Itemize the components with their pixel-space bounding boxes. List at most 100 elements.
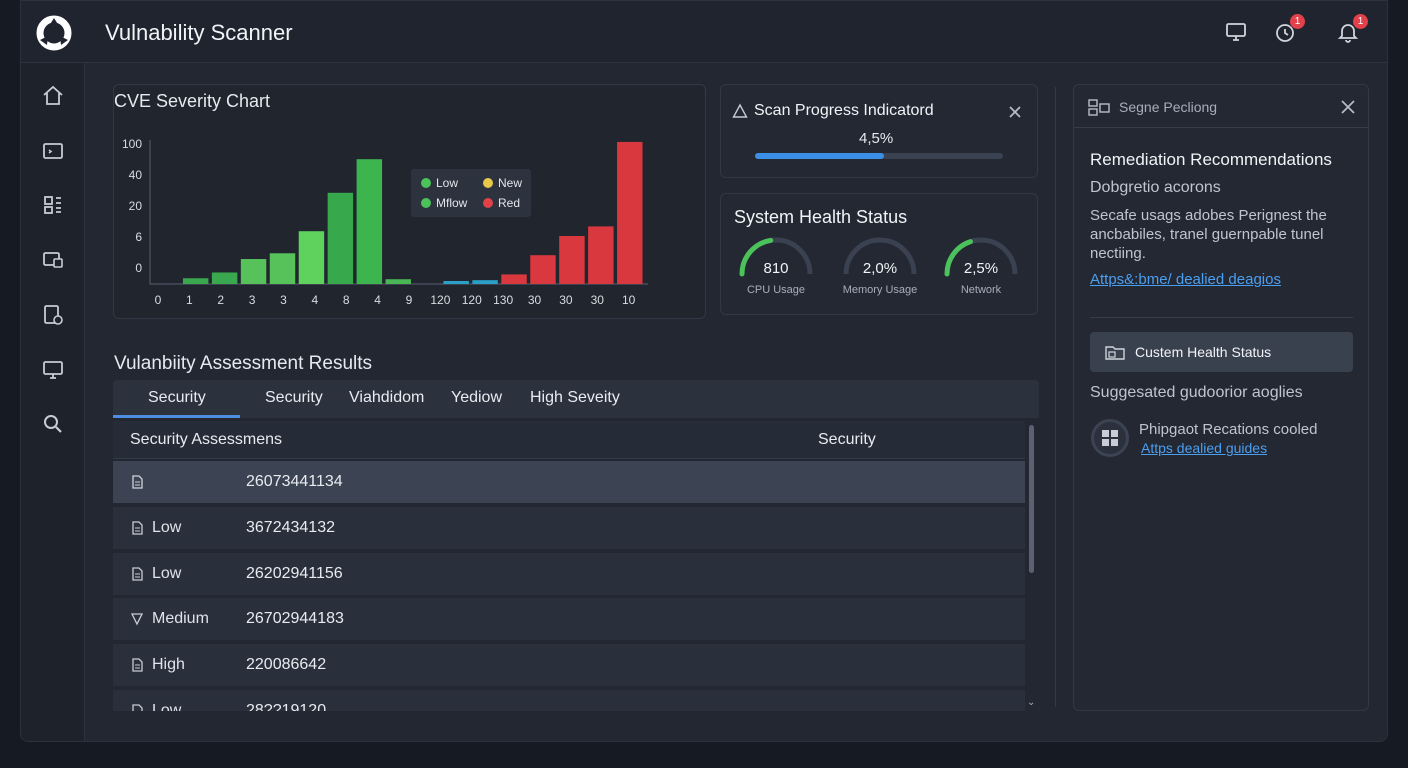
gauge-label: CPU Usage: [746, 284, 806, 296]
monitor-icon[interactable]: [37, 354, 69, 386]
legend-label: Red: [498, 196, 521, 210]
chart-legend: Low New Mflow Red: [411, 169, 531, 217]
app-title: Vulnability Scanner: [105, 20, 293, 45]
legend-swatch: [421, 198, 431, 208]
x-tick-label: 4: [374, 293, 381, 307]
divider: [1074, 127, 1368, 128]
table-row[interactable]: Low 28??19120: [113, 690, 1025, 711]
x-tick-label: 0: [155, 293, 162, 307]
table-scrollbar[interactable]: ⌄: [1027, 421, 1035, 711]
document-icon: [130, 658, 144, 672]
search-icon[interactable]: [37, 408, 69, 440]
devices-icon[interactable]: [37, 244, 69, 276]
remediation-panel: Segne Pecliong Remediation Recommendatio…: [1073, 84, 1369, 711]
gauge-track: [843, 237, 917, 275]
chart-bar: [472, 280, 498, 284]
tab-yediow[interactable]: Yediow: [451, 389, 503, 406]
dashboard-icon[interactable]: [37, 189, 69, 221]
legend-swatch: [483, 198, 493, 208]
row-severity: Low: [152, 702, 182, 711]
chart-bar: [182, 278, 209, 284]
x-tick-label: 30: [528, 293, 542, 307]
custom-health-status-button[interactable]: Custem Health Status: [1090, 332, 1353, 372]
tab-viahdidom[interactable]: Viahdidom: [349, 389, 425, 406]
clock-icon[interactable]: 1: [1271, 14, 1305, 46]
chart-bar: [240, 259, 267, 284]
remediation-subtitle: Dobgretio acorons: [1090, 179, 1221, 196]
main-content: CVE Severity Chart 100 40 20 6 0 0 1 2 3 3 4 8 4 9 120…: [85, 63, 1387, 741]
terminal-icon[interactable]: [37, 135, 69, 167]
document-icon: [130, 567, 144, 581]
chart-bar: [298, 231, 325, 284]
scrollbar-thumb[interactable]: [1029, 425, 1034, 573]
home-icon[interactable]: [37, 80, 69, 112]
scan-progress-fill: [755, 153, 884, 159]
notification-badge: 1: [1353, 14, 1368, 29]
close-icon[interactable]: [1006, 103, 1024, 121]
layout-icon: [1088, 99, 1110, 116]
table-row[interactable]: Low 3672434132: [113, 507, 1025, 549]
x-tick-label: 9: [406, 293, 413, 307]
row-id: 26702944183: [246, 610, 344, 627]
row-id: 3672434132: [246, 519, 335, 536]
remediation-title: Remediation Recommendations: [1090, 150, 1332, 169]
tab-security-2[interactable]: Security: [265, 389, 323, 406]
remediation-body: Secafe usags adobes Perignest the ancbab…: [1090, 207, 1327, 262]
close-icon[interactable]: [1339, 98, 1357, 116]
divider: [1055, 87, 1056, 707]
table-row[interactable]: 26073441134: [113, 461, 1025, 503]
chevron-down-icon[interactable]: ⌄: [1027, 697, 1036, 708]
scan-progress-bar: [755, 153, 1003, 159]
chart-bar: [443, 281, 469, 284]
y-tick-label: 20: [129, 199, 143, 213]
table-row[interactable]: Low 26202941156: [113, 553, 1025, 595]
folder-icon: [1105, 346, 1125, 360]
row-severity: Low: [152, 565, 182, 582]
document-icon: [130, 475, 144, 489]
gauge-fill: [739, 237, 774, 277]
table-row[interactable]: Medium 26702944183: [113, 598, 1025, 640]
tab-high-severity[interactable]: High Seveity: [530, 389, 620, 406]
x-tick-label: 2: [217, 293, 224, 307]
x-tick-label: 1: [186, 293, 193, 307]
tab-security[interactable]: Security: [148, 389, 206, 406]
chart-bar: [327, 192, 354, 284]
bell-icon[interactable]: 1: [1334, 14, 1368, 46]
monitor-icon[interactable]: [1222, 18, 1250, 46]
chart-bar: [269, 253, 296, 284]
x-tick-label: 30: [591, 293, 605, 307]
column-header[interactable]: Security: [818, 431, 876, 448]
gauge-label: Network: [960, 284, 1002, 296]
remediation-link[interactable]: Attps&:bme/ dealied deagios: [1090, 271, 1281, 288]
cve-chart-panel: CVE Severity Chart 100 40 20 6 0 0 1 2 3 3 4 8 4 9 120…: [113, 84, 706, 319]
note-text: Phipgaot Recations cooled: [1139, 421, 1318, 438]
reports-icon[interactable]: [37, 299, 69, 331]
gauge-arc: [739, 237, 813, 277]
chart-bar: [211, 272, 238, 284]
x-tick-label: 3: [280, 293, 287, 307]
gauge-arc: [843, 237, 917, 275]
row-id: 220086642: [246, 656, 327, 673]
guides-link[interactable]: Attps dealied guides: [1141, 440, 1268, 456]
x-tick-label: 120: [462, 293, 482, 307]
column-header[interactable]: Security Assessmens: [130, 431, 283, 448]
chart-bar: [530, 255, 556, 284]
x-tick-label: 3: [249, 293, 256, 307]
gauge-value: 2,0%: [862, 260, 898, 277]
results-title: Vulanbiity Assessment Results: [114, 353, 373, 374]
gauge-label: Memory Usage: [842, 284, 918, 296]
gauge-arc: [944, 237, 1018, 277]
y-tick-label: 40: [129, 168, 143, 182]
legend-item: Mflow: [421, 196, 467, 210]
notification-badge: 1: [1290, 14, 1305, 29]
chart-bar: [356, 159, 383, 284]
grid-icon: [1091, 419, 1129, 457]
chart-bar: [385, 279, 411, 284]
memory-gauge: 2,0% Memory Usage: [834, 234, 926, 306]
table-row[interactable]: High 220086642: [113, 644, 1025, 686]
chart-title: CVE Severity Chart: [114, 91, 271, 111]
suggestion-text: Suggesated gudoorior aoglies: [1090, 384, 1303, 401]
x-tick-label: 120: [430, 293, 450, 307]
scan-progress-panel: Scan Progress Indicatord 4,5%: [720, 84, 1038, 178]
button-label: Custem Health Status: [1135, 344, 1272, 360]
